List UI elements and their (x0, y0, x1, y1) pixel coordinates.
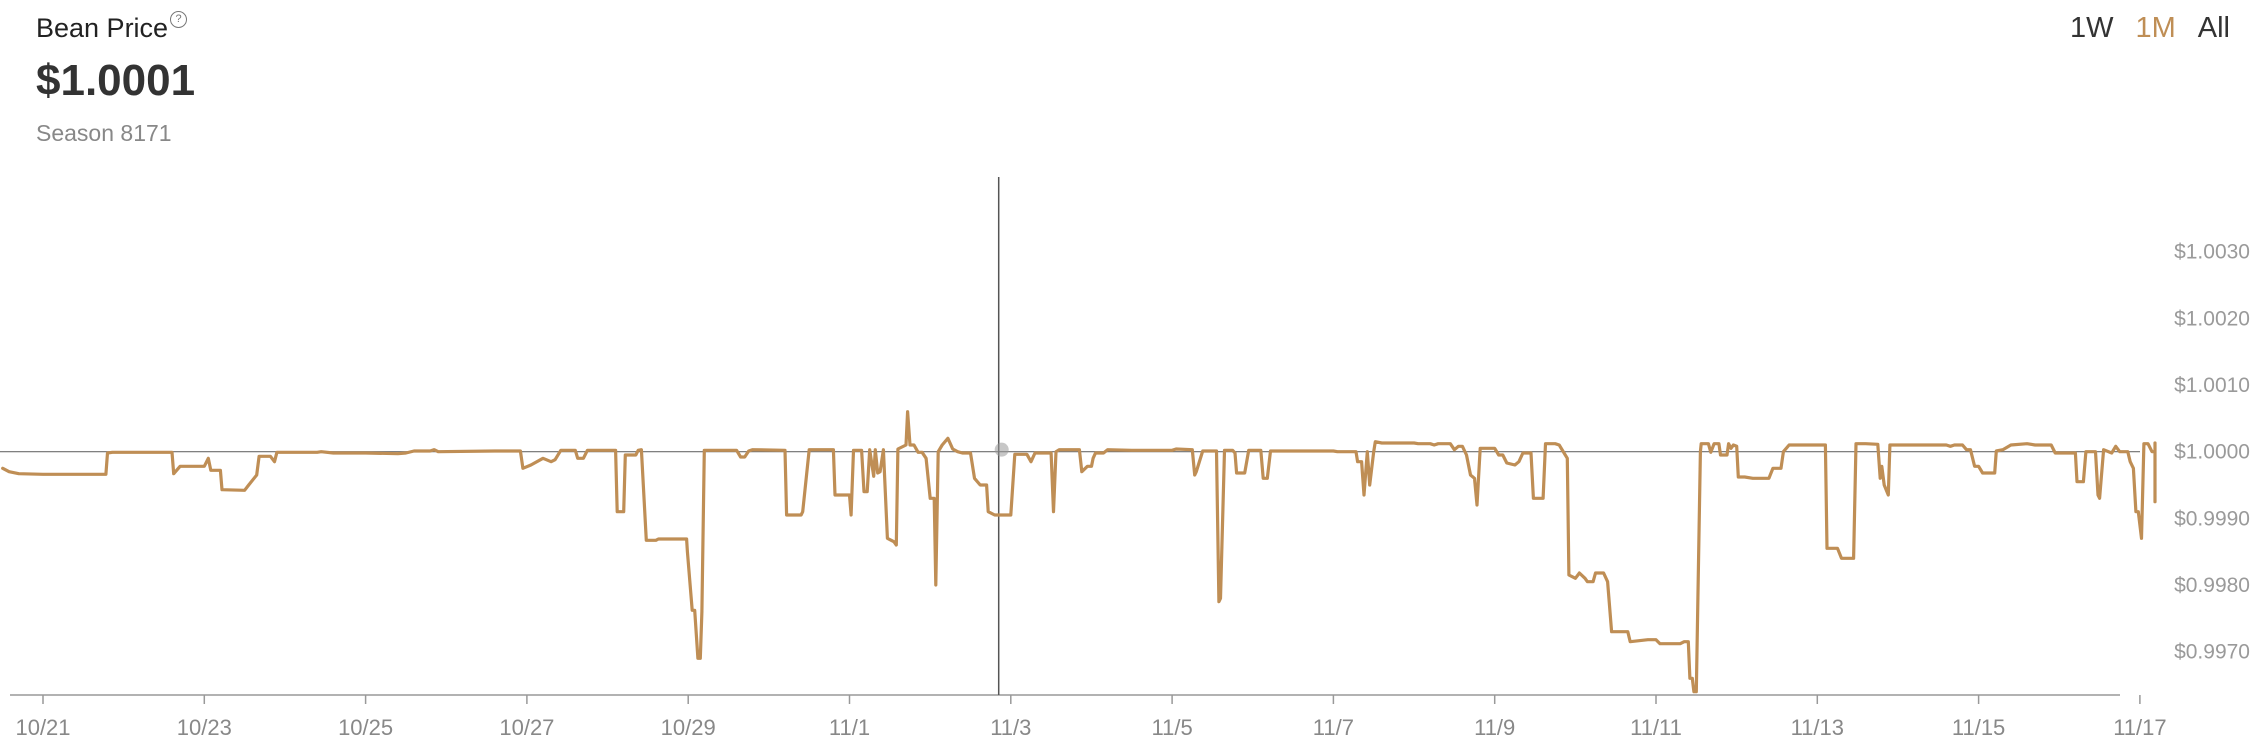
y-tick-label: $0.9970 (2174, 641, 2250, 664)
y-tick-label: $0.9990 (2174, 507, 2250, 530)
x-tick-label: 10/29 (661, 715, 716, 740)
chart-header: Bean Price ? $1.0001 Season 8171 (36, 10, 195, 148)
x-tick-label: 10/23 (177, 715, 232, 740)
x-tick-label: 11/3 (990, 715, 1031, 740)
question-circle-icon[interactable]: ? (170, 11, 188, 28)
x-tick-label: 10/21 (15, 715, 70, 740)
hover-marker (994, 442, 1009, 457)
chart-title: Bean Price (36, 13, 169, 43)
season-label: Season 8171 (36, 120, 172, 146)
y-tick-label: $0.9980 (2174, 574, 2250, 597)
x-tick-label: 11/11 (1630, 715, 1682, 740)
y-tick-label: $1.0000 (2174, 441, 2250, 464)
x-tick-label: 11/15 (1952, 715, 2005, 740)
title-row: Bean Price ? (36, 10, 195, 46)
time-range-selector: 1W 1M All (2070, 10, 2230, 46)
x-tick-label: 10/27 (499, 715, 554, 740)
x-tick-label: 11/13 (1791, 715, 1844, 740)
range-1w-button[interactable]: 1W (2069, 12, 2114, 44)
price-series-line (1, 410, 2157, 694)
x-tick-label: 10/25 (338, 715, 393, 740)
x-tick-label: 11/1 (829, 715, 870, 740)
y-tick-label: $1.0020 (2174, 307, 2250, 330)
range-1m-button[interactable]: 1M (2135, 12, 2176, 44)
x-tick-label: 11/7 (1313, 715, 1354, 740)
y-tick-label: $1.0010 (2174, 374, 2250, 397)
range-all-button[interactable]: All (2197, 12, 2230, 44)
x-tick-label: 11/9 (1474, 715, 1515, 740)
x-tick-label: 11/5 (1152, 715, 1193, 740)
x-tick-label: 11/17 (2113, 715, 2166, 740)
y-tick-label: $1.0030 (2174, 241, 2250, 264)
current-price: $1.0001 (36, 56, 196, 105)
